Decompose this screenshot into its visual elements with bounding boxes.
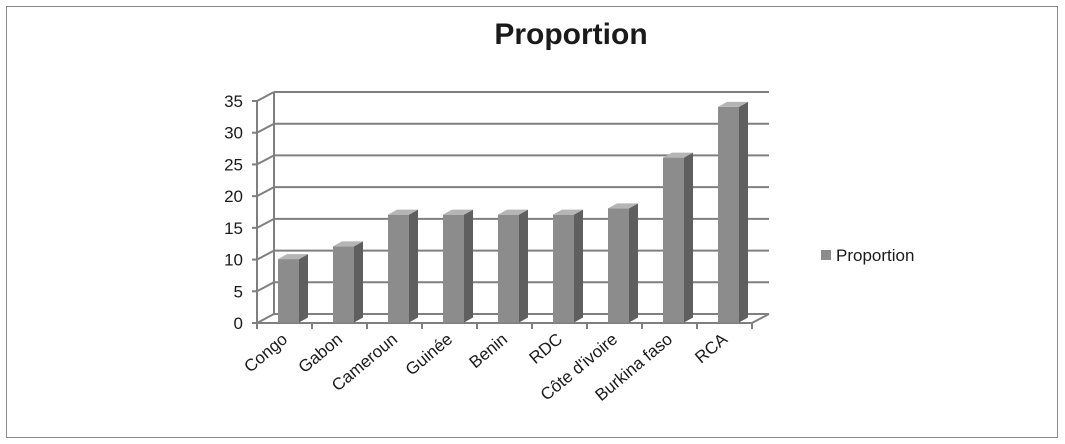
bars <box>278 101 748 323</box>
gridline-depth <box>256 313 275 324</box>
x-tick-label: RDC <box>526 330 566 368</box>
legend-label-proportion: Proportion <box>836 246 914 265</box>
chart-walls <box>256 92 770 324</box>
y-tick-label: 30 <box>224 124 243 143</box>
bar <box>608 203 638 323</box>
bar-side-face <box>739 101 748 323</box>
x-tick-label: RCA <box>691 329 731 367</box>
y-tick-label: 25 <box>224 155 243 174</box>
bar-top-face <box>718 101 748 107</box>
bar-top-face <box>388 209 418 215</box>
bar-front-face <box>608 208 629 323</box>
bar-front-face <box>443 214 464 323</box>
x-tick-label: Guinée <box>402 330 456 380</box>
legend: Proportion <box>821 246 914 265</box>
bar-side-face <box>519 209 528 323</box>
bar-front-face <box>498 214 519 323</box>
chart-frame: Proportion 0 5 10 15 20 25 30 35 Congo Gabon Came… <box>6 6 1058 438</box>
bar-front-face <box>333 246 354 323</box>
bar-side-face <box>574 209 583 323</box>
y-tick-label: 5 <box>234 282 243 301</box>
bar-front-face <box>553 214 574 323</box>
legend-swatch <box>821 250 831 260</box>
bar-front-face <box>663 157 684 323</box>
gridline-depth <box>256 281 275 293</box>
y-tick-label: 15 <box>224 219 243 238</box>
bar <box>718 101 748 323</box>
y-tick-label: 20 <box>224 187 243 206</box>
bar <box>333 241 363 323</box>
bar <box>553 209 583 323</box>
x-tick-label: Benin <box>466 330 512 373</box>
bar <box>498 209 528 323</box>
bar-front-face <box>388 214 409 323</box>
floor-right-edge <box>751 313 770 324</box>
bar-top-face <box>663 152 693 158</box>
bar-side-face <box>409 209 418 323</box>
y-axis-ticks: 0 5 10 15 20 25 30 35 <box>224 92 243 333</box>
gridline-depth <box>256 249 275 261</box>
bar-front-face <box>278 259 299 323</box>
y-tick-label: 35 <box>224 92 243 111</box>
bar-top-face <box>553 209 583 215</box>
bar-front-face <box>718 106 739 323</box>
bar <box>388 209 418 323</box>
gridline-depth <box>256 186 275 198</box>
bar <box>278 254 308 323</box>
bar-top-face <box>498 209 528 215</box>
bar-side-face <box>354 241 363 323</box>
x-tick-label: Gabon <box>295 330 346 377</box>
bar <box>663 152 693 323</box>
gridline-depth <box>256 217 275 229</box>
gridline-depth <box>256 91 275 102</box>
bar-top-face <box>443 209 473 215</box>
x-tick-label: Congo <box>240 330 291 377</box>
gridline-depth <box>256 154 275 166</box>
y-tick-label: 10 <box>224 251 243 270</box>
gridline-depth <box>256 122 275 134</box>
bar-top-face <box>278 254 308 260</box>
bar-side-face <box>464 209 473 323</box>
bar <box>443 209 473 323</box>
bar-top-face <box>608 203 638 209</box>
bar-side-face <box>629 203 638 323</box>
chart-title: Proportion <box>494 18 647 51</box>
bar-side-face <box>299 254 308 323</box>
bar-side-face <box>684 152 693 323</box>
y-tick-label: 0 <box>234 314 243 333</box>
bar-top-face <box>333 241 363 247</box>
